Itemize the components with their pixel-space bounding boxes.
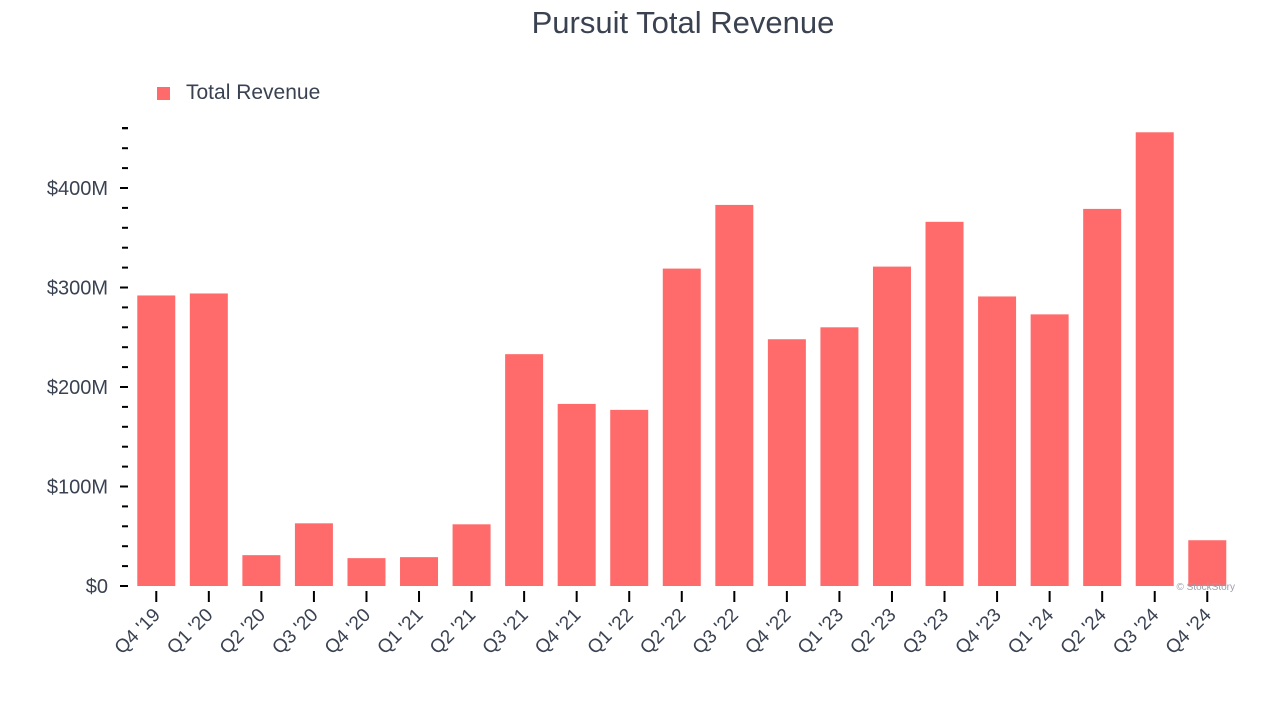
x-tick-label: Q1 '24 bbox=[1004, 604, 1058, 658]
bar bbox=[452, 524, 491, 586]
bar bbox=[189, 293, 228, 586]
legend-swatch bbox=[157, 87, 170, 100]
x-tick-label: Q4 '20 bbox=[321, 605, 375, 659]
x-tick-label: Q2 '20 bbox=[216, 605, 270, 659]
x-tick-label: Q2 '24 bbox=[1057, 604, 1111, 658]
bar bbox=[400, 557, 439, 586]
bar bbox=[242, 555, 281, 586]
x-tick-label: Q4 '23 bbox=[952, 605, 1006, 659]
x-tick-label: Q3 '23 bbox=[899, 605, 953, 659]
watermark: © StockStory bbox=[1177, 582, 1236, 593]
x-tick-label: Q4 '22 bbox=[741, 605, 795, 659]
x-tick-label: Q2 '23 bbox=[846, 605, 900, 659]
bar bbox=[137, 295, 176, 586]
y-axis: $0 $100M $200M $300M $400M bbox=[47, 127, 128, 598]
bar bbox=[1135, 132, 1174, 586]
x-tick-label: Q1 '22 bbox=[584, 605, 638, 659]
x-tick-label: Q1 '21 bbox=[374, 605, 428, 659]
x-tick-label: Q2 '22 bbox=[636, 605, 690, 659]
bar bbox=[1188, 540, 1227, 586]
y-tick-label: $400M bbox=[47, 178, 108, 200]
bar bbox=[715, 204, 754, 587]
x-tick-label: Q2 '21 bbox=[426, 605, 480, 659]
x-tick-label: Q3 '22 bbox=[689, 605, 743, 659]
x-tick-label: Q3 '21 bbox=[479, 605, 533, 659]
bar bbox=[347, 558, 386, 586]
bars bbox=[137, 132, 1227, 587]
bar bbox=[662, 268, 701, 586]
bar bbox=[1030, 314, 1069, 586]
chart-title: Pursuit Total Revenue bbox=[532, 5, 835, 40]
x-tick-label: Q3 '24 bbox=[1109, 604, 1163, 658]
legend: Total Revenue bbox=[157, 81, 320, 104]
x-tick-label: Q4 '19 bbox=[111, 605, 165, 659]
bar bbox=[978, 296, 1017, 586]
y-tick-label: $0 bbox=[86, 576, 108, 598]
legend-label: Total Revenue bbox=[186, 81, 320, 104]
y-tick-label: $200M bbox=[47, 377, 108, 399]
x-tick-label: Q4 '24 bbox=[1162, 604, 1216, 658]
bar bbox=[925, 221, 964, 586]
bar bbox=[610, 409, 649, 586]
y-tick-label: $300M bbox=[47, 278, 108, 300]
bar bbox=[1083, 208, 1122, 586]
bar bbox=[294, 523, 333, 586]
bar bbox=[557, 403, 596, 586]
x-tick-label: Q3 '20 bbox=[268, 605, 322, 659]
x-tick-label: Q1 '23 bbox=[794, 605, 848, 659]
bar bbox=[767, 339, 806, 586]
x-tick-label: Q4 '21 bbox=[531, 605, 585, 659]
y-tick-label: $100M bbox=[47, 477, 108, 499]
x-tick-label: Q1 '20 bbox=[163, 605, 217, 659]
bar bbox=[820, 327, 859, 586]
bar bbox=[505, 354, 544, 586]
bar bbox=[872, 266, 911, 586]
